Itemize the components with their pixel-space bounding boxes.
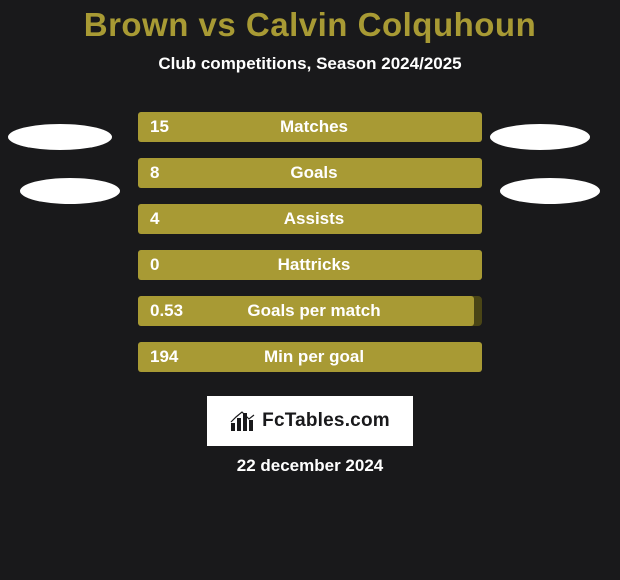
stat-label: Matches [280, 117, 348, 137]
stat-label: Goals [290, 163, 337, 183]
player-avatar-right-2 [500, 178, 600, 204]
player-avatar-left-2 [20, 178, 120, 204]
chart-bars-icon [230, 411, 256, 431]
player-avatar-left-1 [8, 124, 112, 150]
source-badge-text: FcTables.com [262, 410, 390, 432]
stats-chart: 15 Matches 8 Goals 4 Assists 0 Hattricks… [0, 112, 620, 372]
page-title: Brown vs Calvin Colquhoun [0, 0, 620, 44]
stat-value: 4 [150, 209, 159, 229]
stat-label: Goals per match [247, 301, 380, 321]
stat-value: 15 [150, 117, 169, 137]
stat-row: 4 Assists [0, 204, 620, 234]
stat-value: 0.53 [150, 301, 183, 321]
stat-label: Min per goal [264, 347, 364, 367]
subtitle: Club competitions, Season 2024/2025 [0, 54, 620, 74]
player-avatar-right-1 [490, 124, 590, 150]
stat-row: 194 Min per goal [0, 342, 620, 372]
stat-label: Hattricks [278, 255, 351, 275]
footer-date: 22 december 2024 [237, 456, 384, 476]
stat-value: 194 [150, 347, 178, 367]
stat-row: 0 Hattricks [0, 250, 620, 280]
source-badge: FcTables.com [207, 396, 413, 446]
stat-value: 8 [150, 163, 159, 183]
stat-row: 0.53 Goals per match [0, 296, 620, 326]
stat-value: 0 [150, 255, 159, 275]
stat-label: Assists [284, 209, 344, 229]
